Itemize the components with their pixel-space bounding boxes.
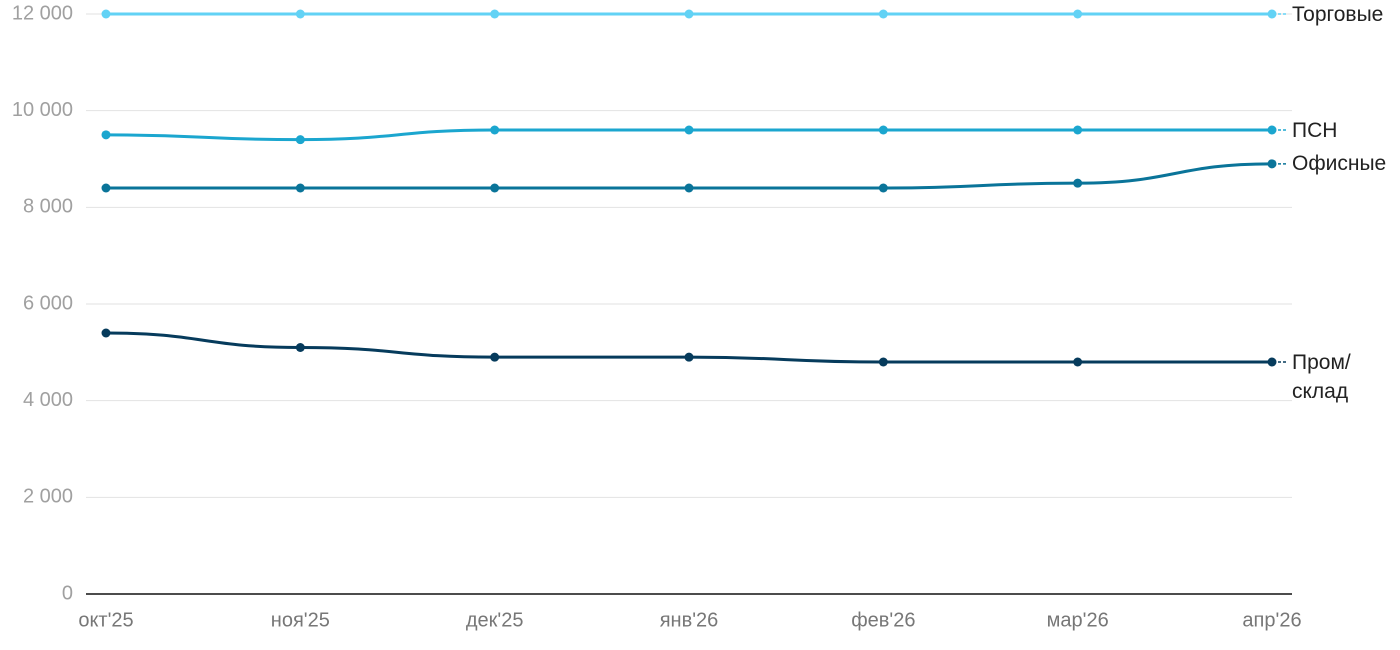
series-label: Офисные — [1292, 152, 1387, 176]
series-label: Торговые — [1292, 2, 1384, 26]
y-tick-label: 8 000 — [23, 196, 73, 218]
x-tick-label: окт'25 — [78, 609, 133, 631]
point — [1073, 178, 1083, 188]
x-tick-label: апр'26 — [1242, 609, 1301, 631]
y-tick-label: 6 000 — [23, 292, 73, 314]
x-tick-label: фев'26 — [851, 609, 915, 631]
point — [1073, 9, 1083, 19]
point — [101, 130, 111, 140]
point — [684, 183, 694, 193]
point — [295, 9, 305, 19]
y-tick-label: 12 000 — [12, 2, 73, 24]
point — [878, 357, 888, 367]
point — [1073, 125, 1083, 135]
y-tick-label: 10 000 — [12, 99, 73, 121]
x-tick-label: янв'26 — [660, 609, 719, 631]
y-tick-label: 2 000 — [23, 486, 73, 508]
point — [295, 135, 305, 145]
point — [684, 352, 694, 362]
point — [490, 125, 500, 135]
point — [101, 9, 111, 19]
point — [295, 183, 305, 193]
point — [878, 183, 888, 193]
point — [1073, 357, 1083, 367]
y-tick-label: 0 — [62, 582, 73, 604]
point — [490, 183, 500, 193]
series-label: Пром/ склад — [1292, 350, 1351, 403]
point — [490, 352, 500, 362]
point — [1267, 159, 1277, 169]
point — [295, 343, 305, 352]
point — [101, 328, 111, 338]
point — [490, 9, 500, 19]
x-tick-label: дек'25 — [466, 609, 524, 631]
point — [878, 9, 888, 19]
x-tick-label: мар'26 — [1047, 609, 1109, 631]
point — [878, 125, 888, 135]
point — [1267, 357, 1277, 367]
point — [101, 183, 111, 193]
y-tick-label: 4 000 — [23, 389, 73, 411]
series-label: ПСН — [1292, 118, 1338, 142]
point — [684, 125, 694, 135]
point — [1267, 125, 1277, 135]
point — [1267, 9, 1277, 19]
x-tick-label: ноя'25 — [271, 609, 330, 631]
point — [684, 9, 694, 19]
